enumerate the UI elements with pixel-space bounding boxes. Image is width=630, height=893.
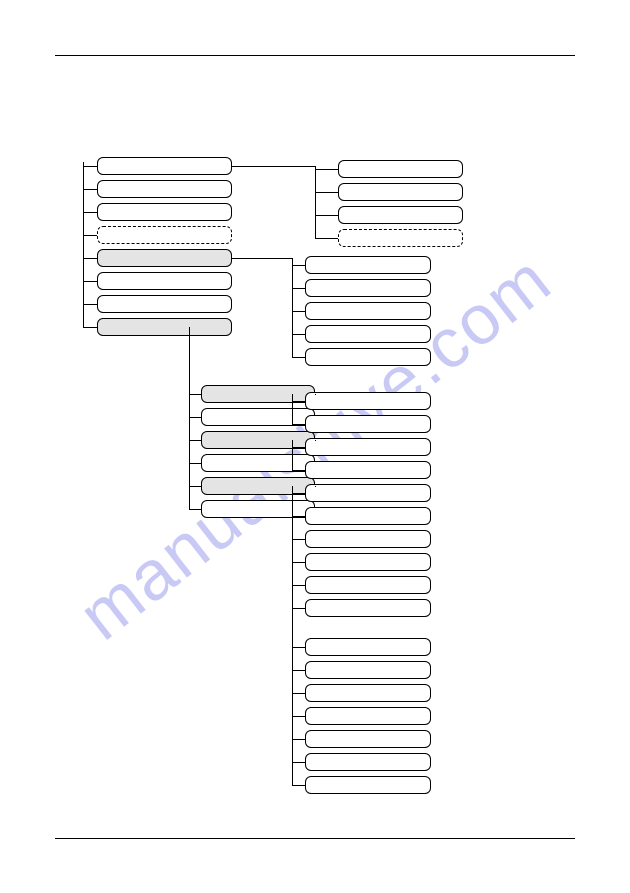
menu-box xyxy=(97,226,232,244)
menu-box xyxy=(305,753,431,771)
connector-stub xyxy=(292,334,305,335)
connector-trunk xyxy=(292,399,293,424)
connector-stub xyxy=(292,447,305,448)
connector-bridge-v xyxy=(292,394,293,399)
menu-box xyxy=(97,180,232,198)
connector-stub xyxy=(292,693,305,694)
menu-box xyxy=(97,249,232,267)
connector-stub xyxy=(292,493,305,494)
connector-stub xyxy=(189,394,201,395)
connector-bridge-v xyxy=(292,258,293,263)
menu-box xyxy=(338,229,463,247)
connector-stub xyxy=(315,169,338,170)
connector-drop-v xyxy=(292,509,293,645)
connector-stub xyxy=(292,647,305,648)
menu-box xyxy=(305,684,431,702)
menu-box xyxy=(97,295,232,313)
menu-box xyxy=(305,776,431,794)
menu-box xyxy=(305,438,431,456)
menu-box xyxy=(338,183,463,201)
header-rule xyxy=(55,55,575,56)
connector-trunk xyxy=(315,167,316,238)
menu-box xyxy=(305,553,431,571)
connector-stub xyxy=(292,288,305,289)
menu-box xyxy=(305,530,431,548)
connector-stub xyxy=(292,785,305,786)
connector-bridge-h xyxy=(315,440,316,441)
menu-box xyxy=(97,272,232,290)
connector-stub xyxy=(292,539,305,540)
connector-stub xyxy=(189,417,201,418)
connector-stub xyxy=(292,311,305,312)
connector-stub xyxy=(83,189,97,190)
connector-trunk xyxy=(83,162,84,327)
menu-box xyxy=(305,661,431,679)
connector-stub xyxy=(292,585,305,586)
connector-stub xyxy=(292,516,305,517)
connector-stub xyxy=(292,401,305,402)
connector-stub xyxy=(83,281,97,282)
connector-bridge-v xyxy=(292,486,293,491)
connector-stub xyxy=(83,304,97,305)
menu-box xyxy=(305,348,431,366)
connector-stub xyxy=(292,357,305,358)
page-root: manualshive.com xyxy=(0,0,630,893)
connector-stub xyxy=(189,509,201,510)
connector-drop-v xyxy=(189,327,190,392)
connector-bridge-v xyxy=(292,440,293,445)
connector-stub xyxy=(189,486,201,487)
menu-box xyxy=(338,206,463,224)
menu-box xyxy=(305,392,431,410)
connector-bridge-v xyxy=(315,166,316,167)
menu-box xyxy=(305,279,431,297)
connector-stub xyxy=(292,562,305,563)
menu-box xyxy=(97,203,232,221)
connector-stub xyxy=(83,235,97,236)
footer-rule xyxy=(55,838,575,839)
connector-trunk xyxy=(292,645,293,785)
connector-stub xyxy=(292,762,305,763)
menu-box xyxy=(305,507,431,525)
menu-box xyxy=(305,325,431,343)
connector-stub xyxy=(315,192,338,193)
menu-box xyxy=(305,730,431,748)
connector-bridge-h xyxy=(315,486,316,487)
menu-box xyxy=(305,302,431,320)
menu-box xyxy=(305,256,431,274)
connector-trunk xyxy=(189,392,190,509)
connector-bridge-h xyxy=(232,166,315,167)
connector-stub xyxy=(292,470,305,471)
connector-trunk xyxy=(292,445,293,470)
connector-stub xyxy=(83,212,97,213)
connector-stub xyxy=(315,215,338,216)
connector-stub xyxy=(83,258,97,259)
menu-box xyxy=(305,576,431,594)
connector-bridge-h xyxy=(315,394,316,395)
connector-stub xyxy=(292,716,305,717)
connector-stub xyxy=(292,424,305,425)
menu-box xyxy=(338,160,463,178)
connector-stub xyxy=(83,166,97,167)
menu-box xyxy=(305,707,431,725)
menu-box xyxy=(97,318,232,336)
menu-box xyxy=(305,484,431,502)
connector-stub xyxy=(292,265,305,266)
connector-trunk xyxy=(292,263,293,357)
menu-box xyxy=(305,599,431,617)
menu-box xyxy=(305,461,431,479)
connector-stub xyxy=(83,327,97,328)
connector-stub xyxy=(189,440,201,441)
connector-stub xyxy=(292,608,305,609)
connector-bridge-h xyxy=(232,258,292,259)
connector-stub xyxy=(292,670,305,671)
connector-stub xyxy=(315,238,338,239)
menu-box xyxy=(305,638,431,656)
connector-stub xyxy=(292,739,305,740)
menu-box xyxy=(97,157,232,175)
menu-box xyxy=(305,415,431,433)
connector-stub xyxy=(189,463,201,464)
